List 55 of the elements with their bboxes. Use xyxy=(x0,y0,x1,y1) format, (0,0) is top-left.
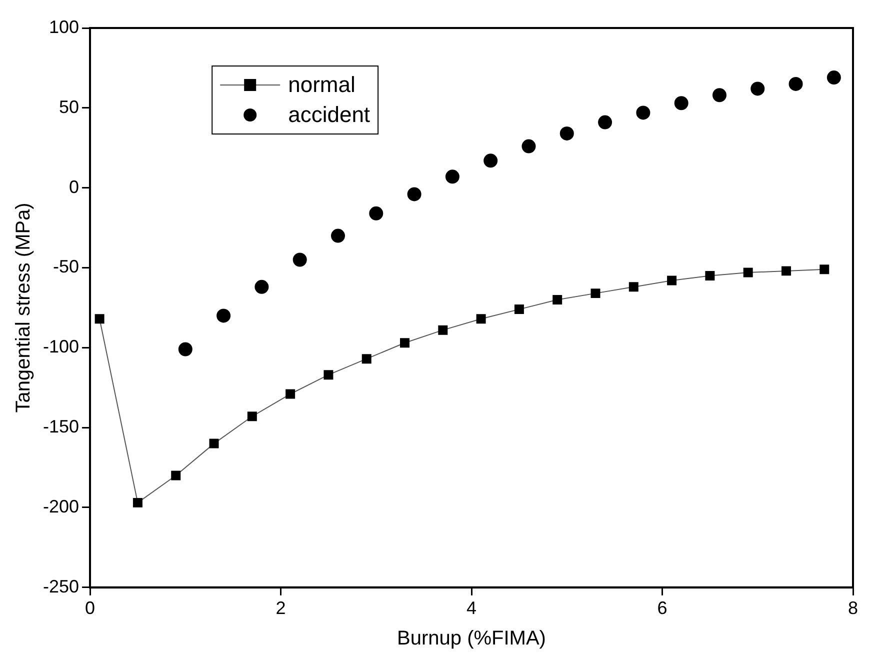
point xyxy=(438,325,448,335)
x-axis-title: Burnup (%FIMA) xyxy=(397,628,546,650)
y-tick-label: 0 xyxy=(69,176,80,197)
point xyxy=(369,206,384,220)
point xyxy=(598,115,612,130)
point xyxy=(705,270,715,280)
point xyxy=(781,266,791,276)
y-tick-label: -150 xyxy=(42,416,80,437)
point xyxy=(362,354,372,364)
point xyxy=(171,470,181,480)
x-tick-label: 6 xyxy=(657,598,668,618)
point xyxy=(552,294,562,304)
x-tick-label: 0 xyxy=(85,598,96,618)
point xyxy=(788,76,803,91)
legend-label: accident xyxy=(288,102,370,128)
point xyxy=(178,342,192,356)
point xyxy=(407,187,422,202)
point xyxy=(522,139,536,154)
x-tick-label: 2 xyxy=(276,598,286,618)
point xyxy=(132,498,142,508)
point xyxy=(712,88,726,102)
x-tick-label: 4 xyxy=(466,598,477,618)
point xyxy=(286,389,296,399)
point xyxy=(826,70,841,85)
y-tick-label: 100 xyxy=(48,16,80,37)
legend-label: normal xyxy=(288,72,356,98)
point xyxy=(216,308,231,323)
point xyxy=(674,96,688,110)
y-tick-label: 50 xyxy=(58,96,80,117)
point xyxy=(330,228,345,243)
point xyxy=(484,154,498,168)
y-tick-label: -50 xyxy=(53,256,80,277)
point xyxy=(254,280,269,294)
point xyxy=(292,252,307,267)
y-tick-label: -200 xyxy=(42,496,80,516)
y-axis-title: Tangential stress (MPa) xyxy=(12,202,35,413)
point xyxy=(743,268,753,278)
point xyxy=(94,314,104,324)
point xyxy=(209,438,219,448)
point xyxy=(445,170,460,184)
point xyxy=(590,288,600,298)
point xyxy=(247,412,257,422)
point xyxy=(514,304,524,314)
x-tick-label: 8 xyxy=(848,598,858,618)
point xyxy=(324,370,334,380)
point xyxy=(628,282,638,292)
y-tick-label: -250 xyxy=(42,576,80,596)
point xyxy=(750,82,765,96)
point xyxy=(667,276,677,286)
y-tick-label: -100 xyxy=(42,336,80,357)
point xyxy=(820,264,830,274)
point xyxy=(476,314,486,324)
point xyxy=(560,126,574,140)
point xyxy=(636,106,650,120)
point xyxy=(400,338,410,348)
